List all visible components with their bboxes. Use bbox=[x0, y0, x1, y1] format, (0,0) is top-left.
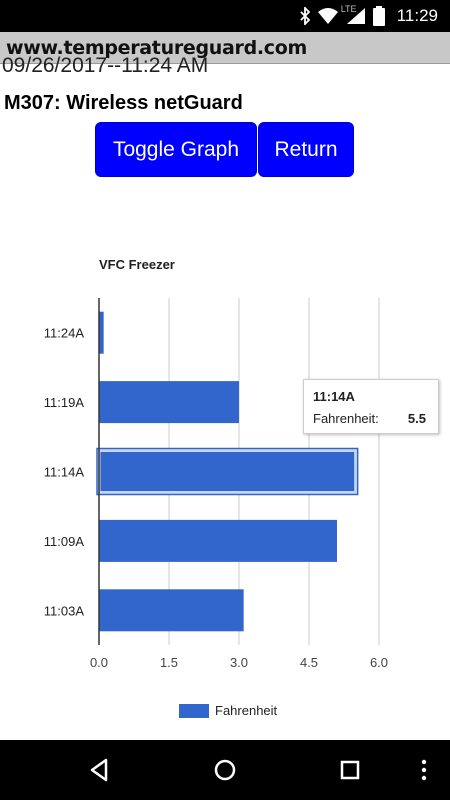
x-tick-label: 1.5 bbox=[160, 655, 178, 670]
bar bbox=[99, 311, 104, 354]
network-type: LTE bbox=[340, 4, 357, 14]
url-bar[interactable]: www.temperatureguard.com bbox=[0, 32, 450, 64]
bar-highlight bbox=[96, 447, 359, 496]
bar-chart: 0.0 1.5 3.0 4.5 6.0 11:24A 11:19A 11:14A 11:09A 1… bbox=[44, 298, 388, 670]
category-label: 11:24A bbox=[44, 326, 85, 341]
category-label: 11:19A bbox=[44, 395, 85, 410]
x-tick-label: 4.5 bbox=[300, 655, 318, 670]
chart-tooltip: 11:14A Fahrenheit: 5.5 bbox=[303, 379, 439, 434]
signal-icon: LTE bbox=[341, 4, 367, 25]
tooltip-label: Fahrenheit: bbox=[313, 411, 379, 426]
url-text[interactable]: www.temperatureguard.com bbox=[6, 37, 308, 59]
wifi-icon bbox=[317, 8, 338, 24]
bluetooth-icon bbox=[300, 7, 310, 25]
chart-legend[interactable]: Fahrenheit bbox=[179, 703, 277, 718]
category-label: 11:03A bbox=[44, 603, 85, 618]
more-icon[interactable] bbox=[412, 754, 436, 786]
status-time: 11:29 bbox=[396, 6, 438, 25]
legend-swatch bbox=[179, 703, 209, 718]
x-tick-label: 0.0 bbox=[90, 655, 108, 670]
toggle-graph-button[interactable]: Toggle Graph bbox=[95, 122, 257, 177]
status-icons: LTE 11:29 bbox=[299, 0, 438, 32]
legend-label: Fahrenheit bbox=[215, 703, 278, 718]
page-title: M307: Wireless netGuard bbox=[4, 92, 243, 114]
home-icon[interactable] bbox=[209, 754, 241, 786]
bar bbox=[99, 381, 239, 424]
return-button[interactable]: Return bbox=[258, 122, 354, 177]
back-icon[interactable] bbox=[84, 754, 116, 786]
category-label: 11:09A bbox=[44, 534, 85, 549]
tooltip-value: 5.5 bbox=[407, 411, 426, 426]
recents-icon[interactable] bbox=[334, 754, 366, 786]
bar bbox=[97, 449, 358, 494]
status-bar: LTE 11:29 bbox=[0, 0, 450, 32]
battery-icon bbox=[372, 6, 385, 26]
chart-title: VFC Freezer bbox=[99, 257, 175, 272]
bar bbox=[99, 519, 337, 562]
bar bbox=[99, 589, 244, 632]
category-label: 11:14A bbox=[44, 465, 85, 480]
x-tick-label: 6.0 bbox=[370, 655, 388, 670]
date-text: 09/26/2017--11:24 AM bbox=[2, 54, 209, 77]
x-tick-label: 3.0 bbox=[230, 655, 248, 670]
tooltip-title: 11:14A bbox=[313, 389, 355, 404]
nav-bar bbox=[0, 740, 450, 800]
